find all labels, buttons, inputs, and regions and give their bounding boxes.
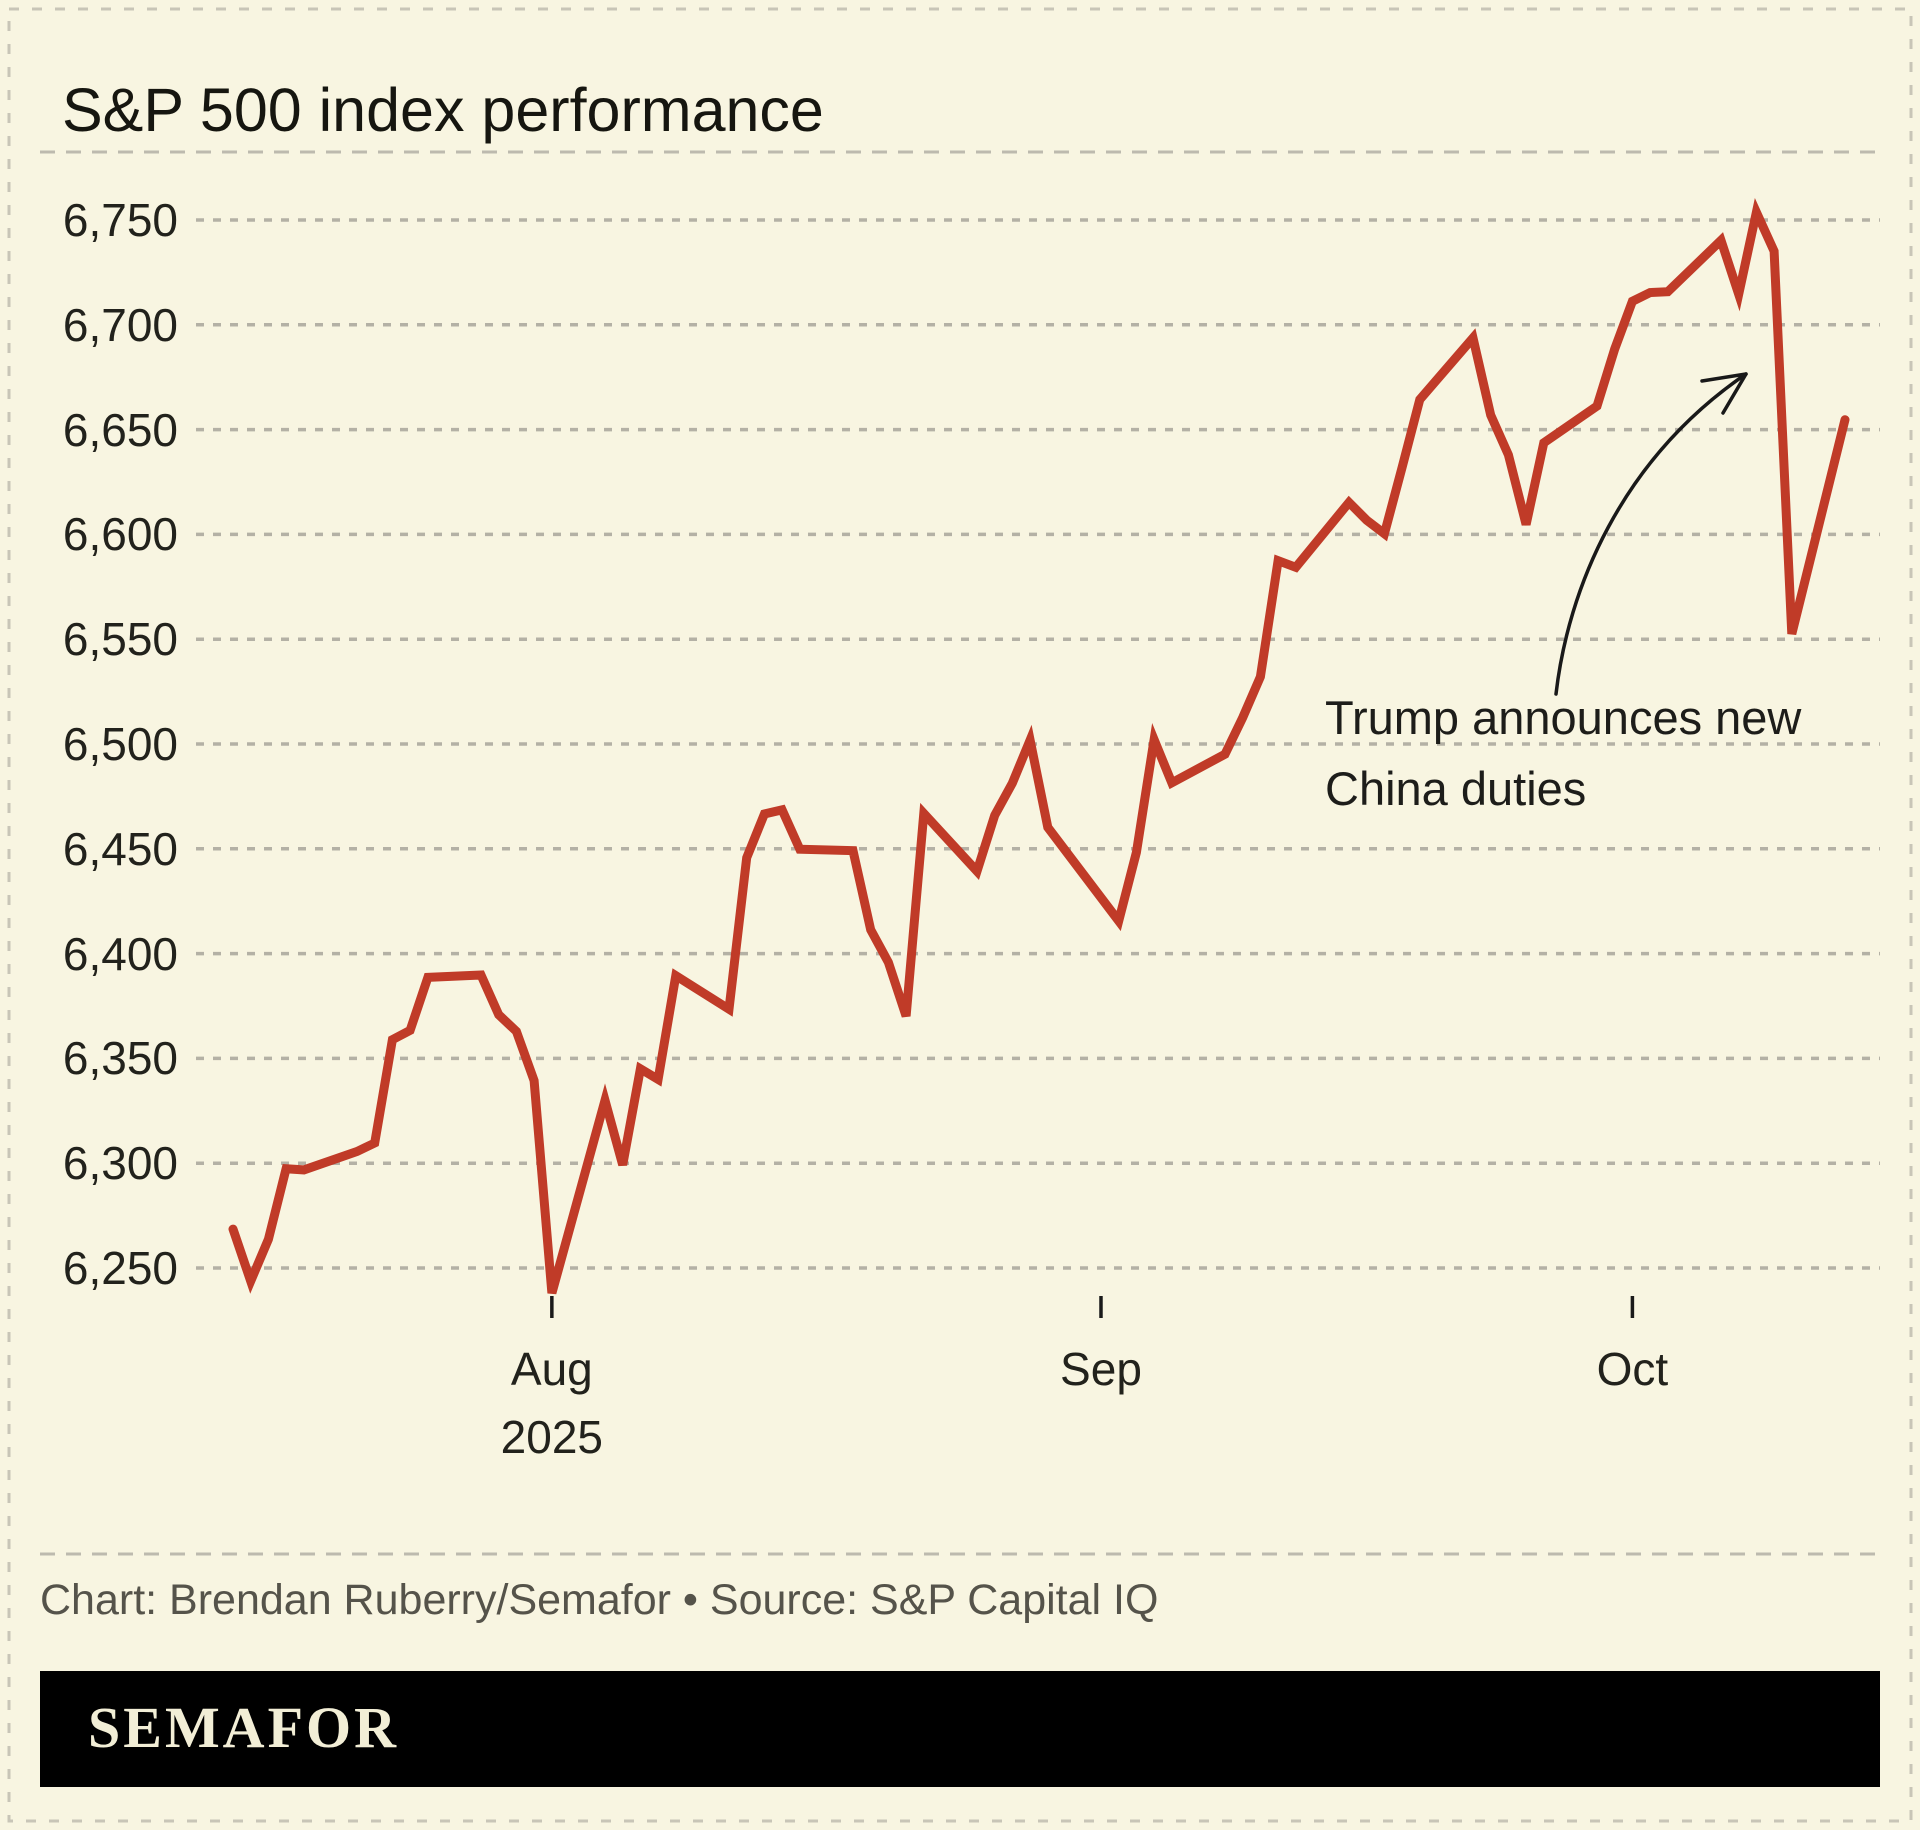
x-axis-label: Oct	[1596, 1343, 1669, 1395]
y-axis-label: 6,450	[62, 822, 178, 875]
annotation-line-2: China duties	[1325, 762, 1587, 815]
y-axis-label: 6,350	[62, 1032, 178, 1085]
annotation-arrow	[1554, 372, 1748, 696]
y-axis-label: 6,750	[62, 194, 178, 246]
y-axis-label: 6,250	[62, 1242, 178, 1294]
annotation: Trump announces new China duties	[1325, 682, 1801, 824]
x-axis-label: Sep	[1060, 1343, 1142, 1395]
credit-line: Chart: Brendan Ruberry/Semafor • Source:…	[40, 1576, 1159, 1624]
dashed-border	[7, 7, 1913, 1823]
chart-title: S&P 500 index performance	[62, 75, 824, 144]
annotation-line-1: Trump announces new	[1325, 691, 1802, 744]
logo-bar: SEMAFOR	[40, 1671, 1880, 1787]
y-axis-label: 6,650	[62, 403, 178, 456]
y-axis-label: 6,300	[62, 1137, 178, 1190]
annotation-arrowhead	[1700, 372, 1748, 415]
x-axis-label: Aug	[510, 1343, 593, 1395]
y-axis-label: 6,550	[62, 613, 178, 666]
y-axis-label: 6,600	[62, 508, 178, 561]
price-line	[228, 197, 1850, 1295]
y-axis-label: 6,500	[62, 718, 178, 770]
x-axis-ticks	[550, 1296, 1635, 1318]
x-axis-sublabel: 2025	[500, 1411, 604, 1463]
y-axis-label: 6,400	[62, 927, 178, 980]
y-axis-label: 6,700	[62, 298, 178, 351]
semafor-logo: SEMAFOR	[88, 1695, 399, 1760]
